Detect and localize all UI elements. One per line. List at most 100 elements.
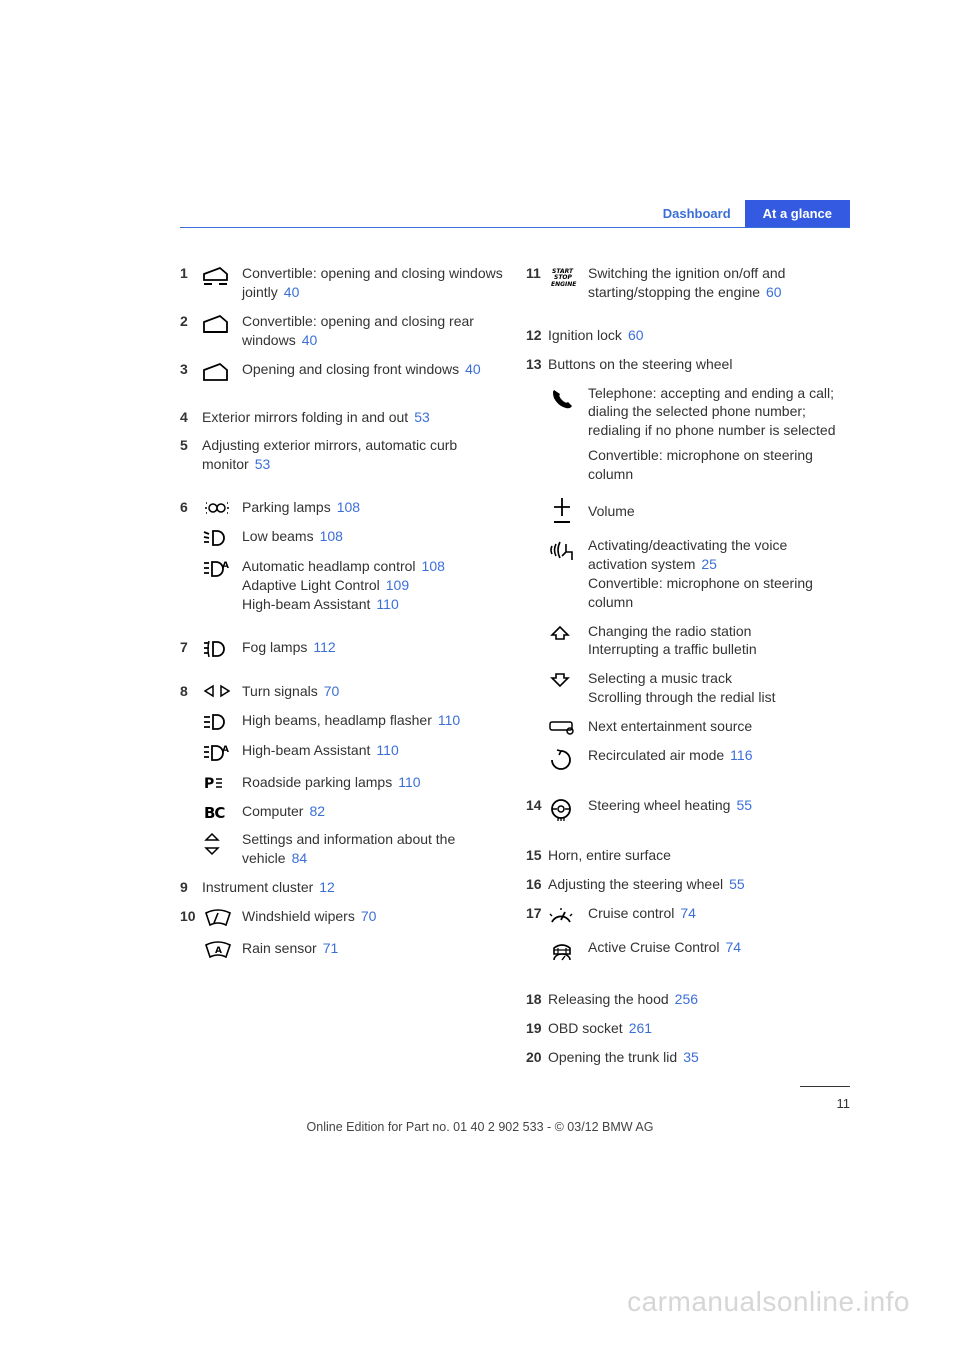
- item-text: Opening the trunk lid35: [548, 1048, 850, 1067]
- svg-text:A: A: [222, 561, 229, 571]
- entertainment-source-icon: [548, 717, 588, 735]
- header-bar: Dashboard At a glance: [180, 200, 850, 228]
- item-number: 18: [526, 990, 548, 1009]
- item-13d: Changing the radio station Interrupting …: [526, 622, 850, 660]
- item-17b: Active Cruise Control74: [526, 938, 850, 966]
- page-link[interactable]: 116: [724, 747, 752, 763]
- computer-icon: BC: [202, 802, 242, 820]
- page-link[interactable]: 110: [370, 742, 398, 758]
- item-8c: A High-beam Assistant110: [180, 741, 504, 763]
- item-text: Cruise control74: [588, 904, 850, 923]
- item-16: 16 Adjusting the steering wheel55: [526, 875, 850, 894]
- item-13c: Activating/deactivating the voice activa…: [526, 536, 850, 612]
- page-link[interactable]: 74: [674, 905, 696, 921]
- page-link[interactable]: 108: [416, 558, 445, 574]
- item-8b: High beams, headlamp flasher110: [180, 711, 504, 731]
- item-13f: Next entertainment source: [526, 717, 850, 736]
- item-text: Horn, entire surface: [548, 846, 850, 865]
- item-13b: Volume: [526, 494, 850, 526]
- item-number: 2: [180, 312, 202, 331]
- page-link[interactable]: 84: [286, 850, 308, 866]
- item-15: 15 Horn, entire surface: [526, 846, 850, 865]
- item-number: 7: [180, 638, 202, 657]
- arrow-down-icon: [548, 669, 588, 689]
- page-link[interactable]: 112: [307, 639, 335, 655]
- parking-lamps-icon: [202, 498, 242, 516]
- page-link[interactable]: 60: [760, 284, 782, 300]
- item-number: 3: [180, 360, 202, 379]
- page-link[interactable]: 70: [355, 908, 377, 924]
- page-link[interactable]: 12: [313, 879, 335, 895]
- high-beams-icon: [202, 711, 242, 731]
- page-link[interactable]: 53: [249, 456, 271, 472]
- item-text: High-beam Assistant110: [242, 741, 504, 760]
- watermark: carmanualsonline.info: [627, 1286, 910, 1318]
- item-number: 12: [526, 326, 548, 345]
- item-text: Recirculated air mode116: [588, 746, 850, 765]
- high-beam-assistant-icon: A: [202, 741, 242, 763]
- item-18: 18 Releasing the hood256: [526, 990, 850, 1009]
- item-6a: 6 Parking lamps108: [180, 498, 504, 517]
- item-number: 9: [180, 878, 202, 897]
- item-text: Telephone: accepting and ending a call; …: [588, 384, 850, 484]
- page-link[interactable]: 70: [318, 683, 340, 699]
- item-number: 15: [526, 846, 548, 865]
- item-text: High beams, headlamp flasher110: [242, 711, 504, 730]
- item-text: Selecting a music track Scrolling throug…: [588, 669, 850, 707]
- item-text: Next entertainment source: [588, 717, 850, 736]
- telephone-icon: [548, 384, 588, 410]
- page-link[interactable]: 110: [392, 774, 420, 790]
- page-link[interactable]: 110: [370, 596, 398, 612]
- content-columns: 1 Convertible: opening and closing windo…: [180, 264, 850, 1076]
- item-text: Releasing the hood256: [548, 990, 850, 1009]
- page-link[interactable]: 256: [669, 991, 698, 1007]
- item-text: Parking lamps108: [242, 498, 504, 517]
- svg-text:A: A: [222, 745, 229, 755]
- item-text: Turn signals70: [242, 682, 504, 701]
- turn-signals-icon: [202, 682, 242, 698]
- page-link[interactable]: 82: [303, 803, 325, 819]
- page-link[interactable]: 55: [723, 876, 745, 892]
- voice-activation-icon: [548, 536, 588, 564]
- item-6c: A Automatic headlamp control108 Adaptive…: [180, 557, 504, 614]
- item-text: Windshield wipers70: [242, 907, 504, 926]
- item-number: 10: [180, 907, 202, 926]
- item-7: 7 Fog lamps112: [180, 638, 504, 658]
- item-text: Buttons on the steering wheel: [548, 355, 850, 374]
- all-windows-icon: [202, 264, 242, 288]
- header-dashboard-label: Dashboard: [649, 200, 745, 227]
- page-link[interactable]: 55: [730, 797, 752, 813]
- item-text: Ignition lock60: [548, 326, 850, 345]
- page-link[interactable]: 71: [317, 940, 339, 956]
- page-link[interactable]: 261: [623, 1020, 652, 1036]
- page-link[interactable]: 110: [432, 712, 460, 728]
- page-link[interactable]: 109: [380, 577, 409, 593]
- page-link[interactable]: 25: [695, 556, 717, 572]
- item-text: Convertible: opening and closing rear wi…: [242, 312, 504, 350]
- item-13e: Selecting a music track Scrolling throug…: [526, 669, 850, 707]
- page-link[interactable]: 53: [408, 409, 430, 425]
- page-link[interactable]: 108: [331, 499, 360, 515]
- item-text: Roadside parking lamps110: [242, 773, 504, 792]
- page-link[interactable]: 108: [314, 528, 343, 544]
- page-link[interactable]: 35: [677, 1049, 699, 1065]
- item-number: 14: [526, 796, 548, 815]
- item-text: Rain sensor71: [242, 939, 504, 958]
- rear-windows-icon: [202, 312, 242, 336]
- svg-text:ENGINE: ENGINE: [551, 281, 577, 288]
- item-3: 3 Opening and closing front windows40: [180, 360, 504, 384]
- item-12: 12 Ignition lock60: [526, 326, 850, 345]
- item-9: 9 Instrument cluster12: [180, 878, 504, 897]
- item-11: 11 STARTSTOPENGINE Switching the ignitio…: [526, 264, 850, 302]
- page-link[interactable]: 40: [459, 361, 481, 377]
- page-link[interactable]: 40: [278, 284, 300, 300]
- item-text: Settings and information about the vehic…: [242, 830, 504, 868]
- item-10a: 10 Windshield wipers70: [180, 907, 504, 929]
- page-link[interactable]: 40: [296, 332, 318, 348]
- page-link[interactable]: 60: [622, 327, 644, 343]
- item-6b: Low beams108: [180, 527, 504, 547]
- item-number: 4: [180, 408, 202, 427]
- page-link[interactable]: 74: [720, 939, 742, 955]
- item-number: 1: [180, 264, 202, 283]
- item-number: 8: [180, 682, 202, 701]
